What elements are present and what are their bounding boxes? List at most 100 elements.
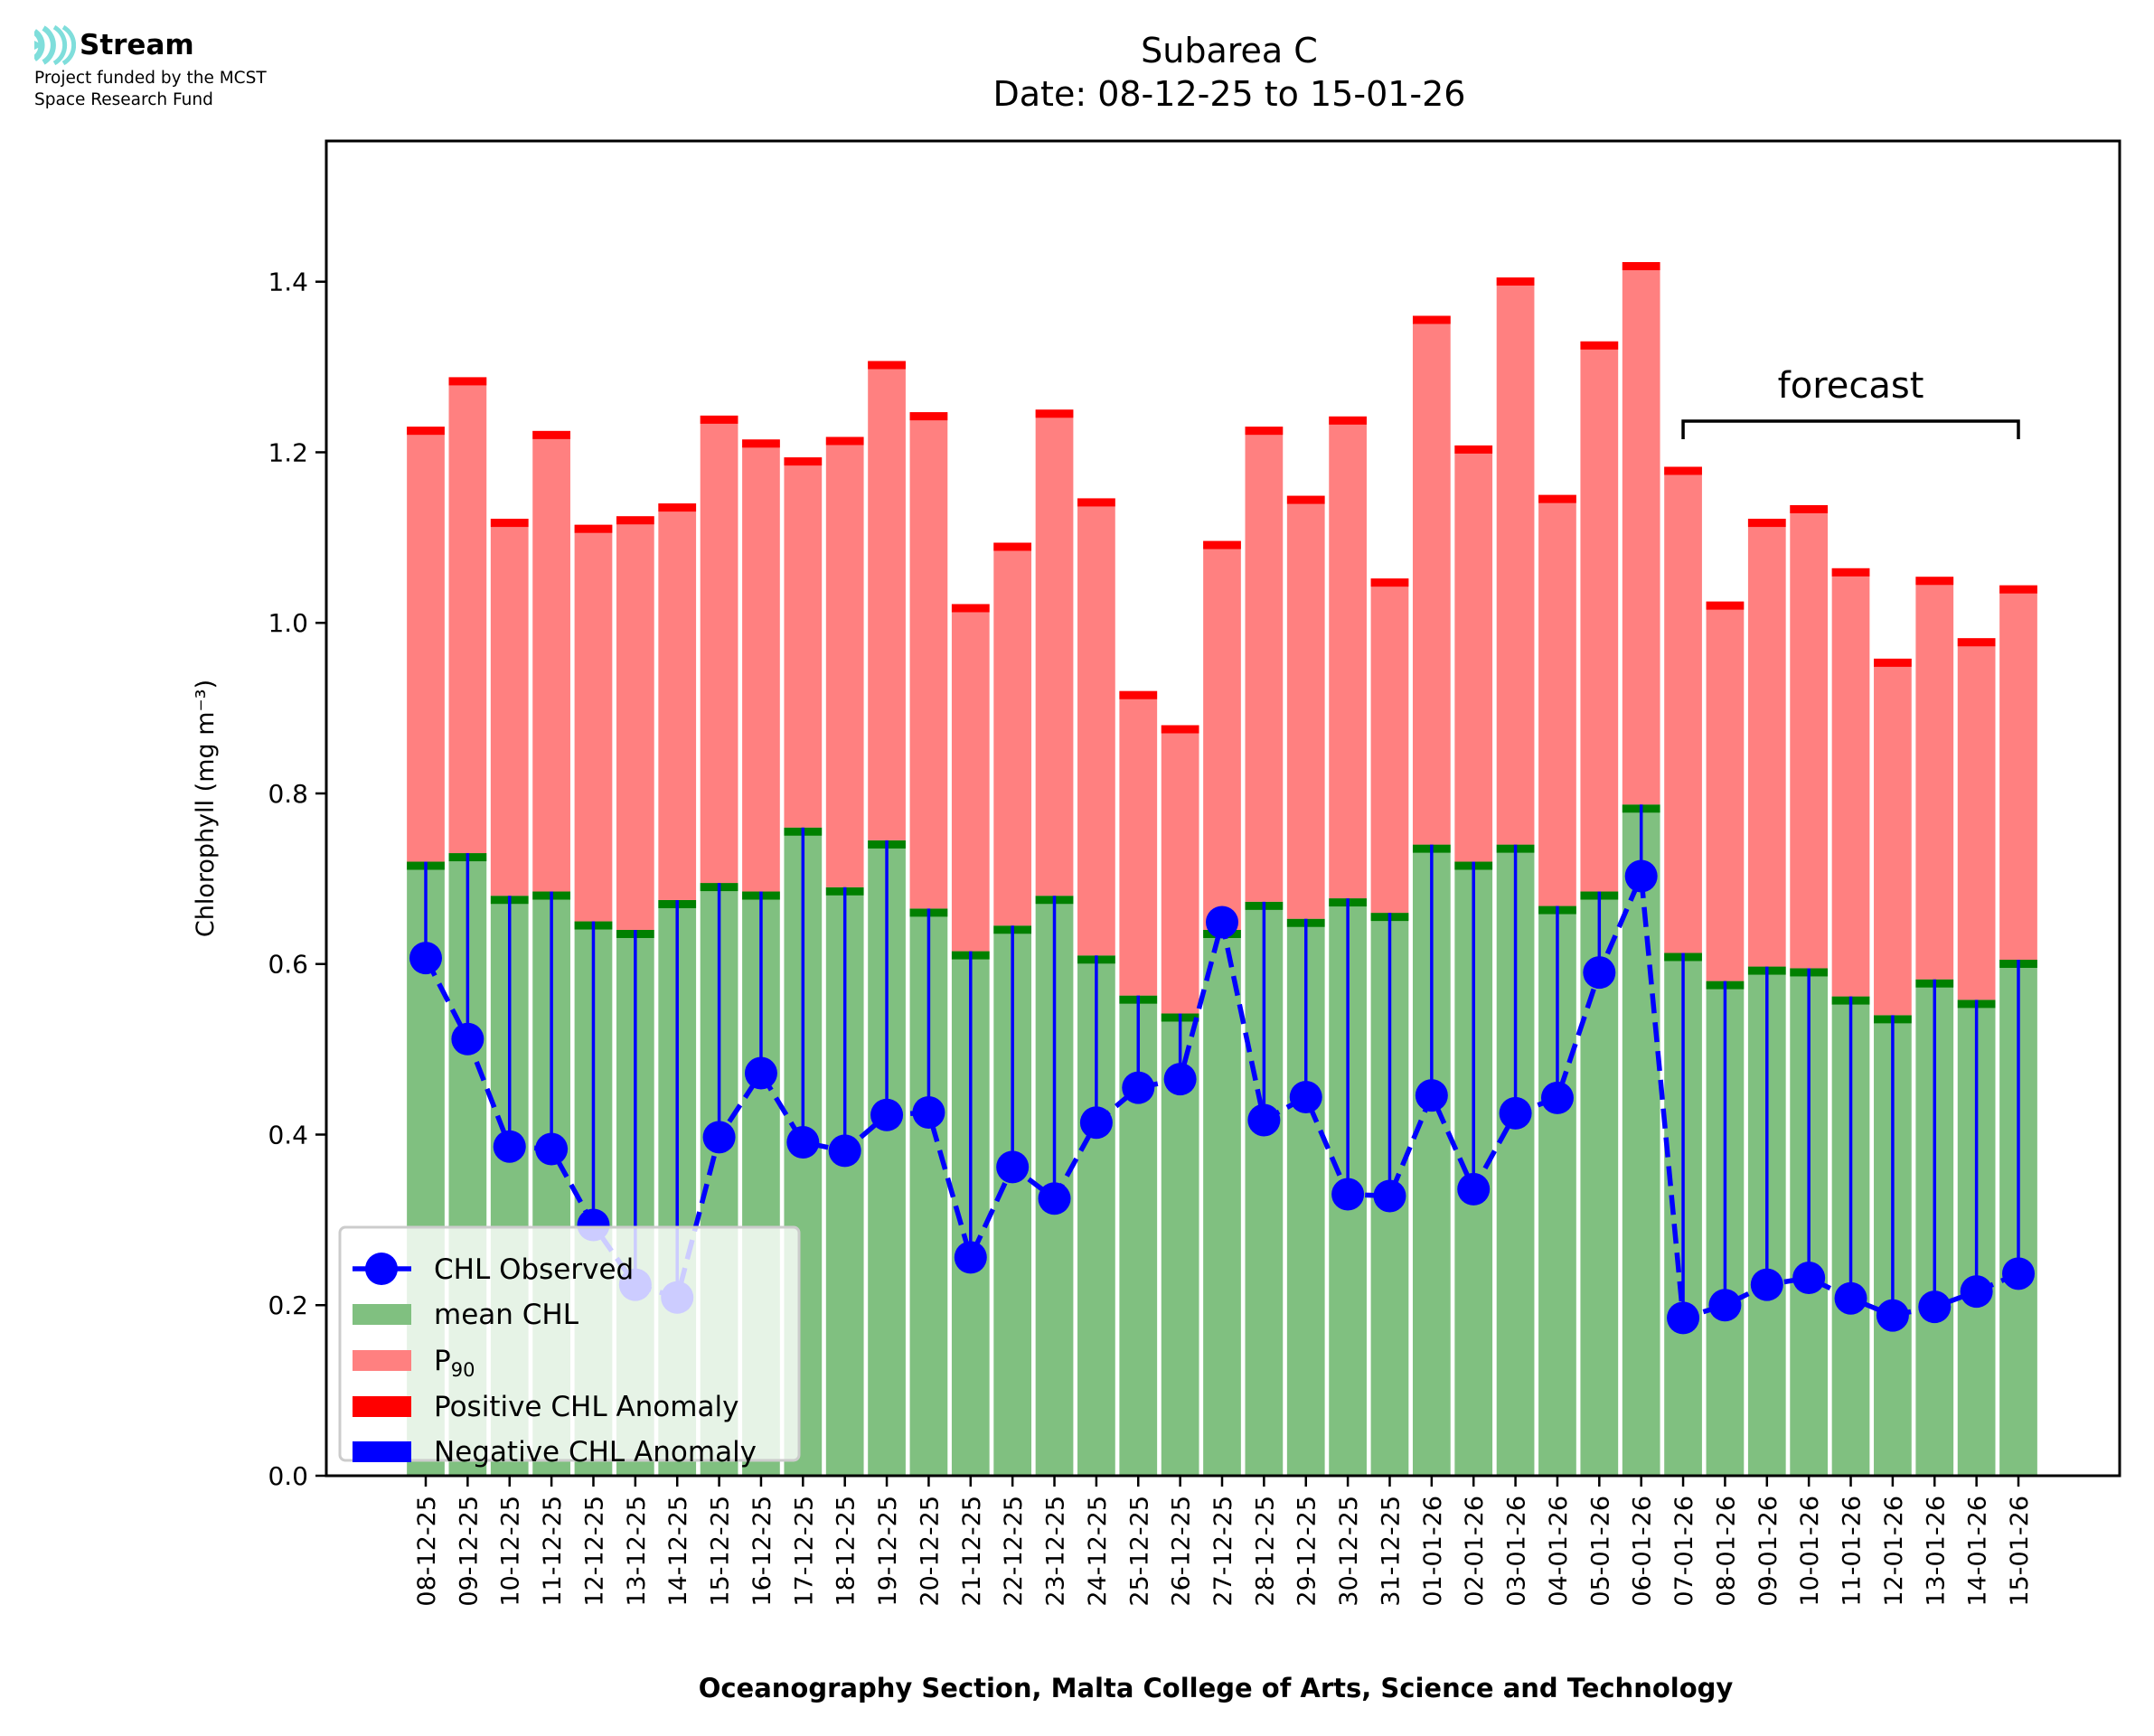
chl-observed-point: [1163, 1063, 1197, 1096]
chl-observed-point: [1876, 1299, 1909, 1332]
chl-observed-point: [535, 1132, 569, 1166]
y-tick-label: 1.0: [268, 608, 308, 638]
chart-title: Subarea C: [1141, 31, 1318, 70]
p90-cap: [1286, 495, 1325, 504]
p90-cap: [700, 415, 738, 424]
chl-observed-point: [2002, 1257, 2035, 1290]
chl-observed-point: [1206, 906, 1238, 939]
p90-bar: [532, 430, 570, 892]
p90-bar: [574, 524, 613, 922]
p90-cap: [993, 542, 1032, 551]
p90-bar: [993, 542, 1032, 926]
p90-bar: [1664, 466, 1702, 953]
p90-cap: [1119, 690, 1158, 699]
x-tick-label: 09-01-26: [1754, 1496, 1782, 1607]
p90-cap: [574, 524, 613, 533]
x-tick-label: 08-12-25: [413, 1496, 441, 1607]
chl-observed-point: [1667, 1301, 1700, 1335]
x-tick-label: 20-12-25: [916, 1496, 944, 1607]
x-tick-label: 13-01-26: [1922, 1496, 1950, 1607]
chl-observed-point: [1289, 1080, 1322, 1113]
chl-observed-point: [996, 1150, 1030, 1184]
chl-observed-point: [493, 1130, 526, 1163]
p90-cap: [1412, 315, 1451, 324]
p90-bar: [868, 361, 906, 840]
p90-cap: [616, 516, 654, 525]
x-axis-label: Oceanography Section, Malta College of A…: [699, 1673, 1734, 1703]
y-tick-label: 0.0: [268, 1461, 308, 1491]
x-tick-label: 18-12-25: [832, 1496, 861, 1607]
x-tick-label: 03-01-26: [1503, 1496, 1531, 1607]
x-tick-label: 23-12-25: [1042, 1496, 1070, 1607]
x-tick-label: 08-01-26: [1712, 1496, 1740, 1607]
chl-observed-point: [1247, 1103, 1281, 1137]
logo-name: Stream: [80, 29, 194, 61]
chl-observed-point: [1122, 1071, 1155, 1104]
x-tick-label: 15-01-26: [2006, 1496, 2034, 1607]
chl-observed-point: [409, 942, 442, 975]
x-tick-label: 31-12-25: [1377, 1496, 1405, 1607]
x-tick-label: 10-12-25: [497, 1496, 525, 1607]
x-tick-label: 25-12-25: [1125, 1496, 1153, 1607]
x-tick-label: 04-01-26: [1545, 1496, 1573, 1607]
p90-bar: [1915, 577, 1954, 980]
p90-cap: [1370, 578, 1409, 587]
chl-observed-point: [1708, 1289, 1742, 1322]
legend-label: P90: [434, 1345, 475, 1381]
p90-cap: [951, 604, 990, 613]
legend: CHL Observed mean CHL P90 Positive CHL Anom…: [338, 1225, 801, 1469]
p90-bar: [1790, 504, 1829, 969]
x-tick-label: 11-01-26: [1839, 1496, 1867, 1607]
x-tick-label: 26-12-25: [1168, 1496, 1196, 1607]
chl-observed-point: [1750, 1268, 1783, 1301]
p90-cap: [909, 412, 948, 421]
p90-bar: [1622, 262, 1660, 805]
x-tick-label: 17-12-25: [790, 1496, 818, 1607]
logo-subtitle-line1: Project funded by the MCST: [34, 69, 267, 88]
p90-cap: [1957, 638, 1996, 647]
x-tick-label: 16-12-25: [748, 1496, 776, 1607]
mean-chl-bar: [1203, 929, 1241, 1476]
p90-cap: [1706, 601, 1745, 610]
chl-observed-point: [1373, 1179, 1406, 1213]
p90-bar: [1874, 658, 1912, 1016]
p90-cap: [1077, 498, 1115, 507]
chl-observed-point: [1540, 1081, 1574, 1114]
p90-cap: [1790, 504, 1829, 513]
p90-cap: [1454, 445, 1493, 454]
legend-label-subscript: 90: [451, 1359, 475, 1381]
chl-observed-point: [828, 1134, 861, 1168]
p90-bar: [1286, 495, 1325, 919]
chl-observed-point: [1331, 1178, 1365, 1211]
legend-label: mean CHL: [434, 1299, 579, 1331]
logo: Stream Project funded by the MCST Space …: [34, 23, 267, 110]
p90-cap: [1747, 519, 1786, 528]
p90-bar: [616, 516, 654, 930]
p90-cap: [868, 361, 906, 370]
p90-cap: [1538, 494, 1576, 503]
y-tick-label: 1.2: [268, 437, 308, 467]
p90-bar: [1412, 315, 1451, 845]
legend-label: CHL Observed: [434, 1253, 634, 1286]
p90-cap: [1035, 409, 1074, 418]
x-tick-label: 14-01-26: [1964, 1496, 1992, 1607]
x-tick-label: 12-01-26: [1880, 1496, 1908, 1607]
p90-bar: [490, 519, 529, 896]
chl-observed-point: [1918, 1290, 1952, 1324]
p90-bar: [407, 427, 445, 862]
x-tick-label: 30-12-25: [1335, 1496, 1363, 1607]
p90-cap: [1664, 466, 1702, 475]
chl-observed-point: [870, 1098, 904, 1131]
chl-observed-point: [1624, 859, 1658, 893]
chl-observed-point: [786, 1125, 820, 1159]
p90-cap: [1831, 568, 1870, 577]
mean-chl-bar: [1622, 804, 1660, 1476]
x-tick-label: 21-12-25: [958, 1496, 986, 1607]
x-tick-label: 27-12-25: [1209, 1496, 1237, 1607]
legend-label: Positive CHL Anomaly: [434, 1391, 738, 1423]
forecast-label: forecast: [1778, 365, 1924, 407]
p90-cap: [742, 439, 780, 448]
x-tick-label: 10-01-26: [1796, 1496, 1824, 1607]
x-tick-label: 05-01-26: [1586, 1496, 1614, 1607]
x-tick-label: 09-12-25: [455, 1496, 483, 1607]
